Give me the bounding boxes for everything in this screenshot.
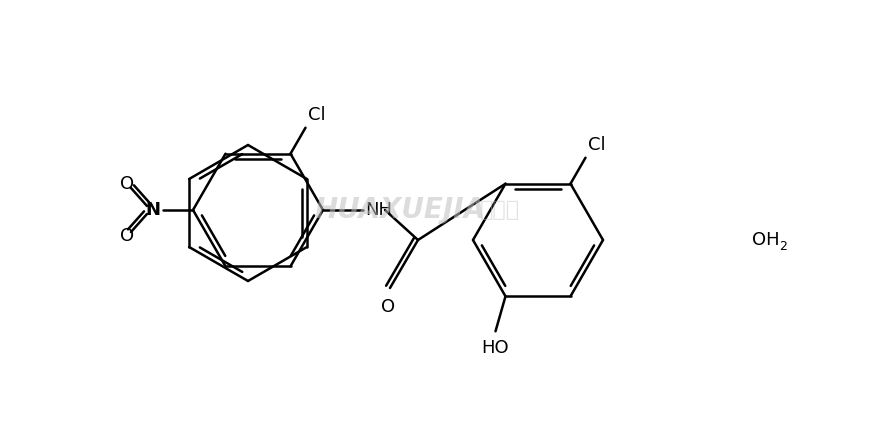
Text: N: N bbox=[146, 201, 160, 219]
Text: 2: 2 bbox=[779, 239, 787, 253]
Text: HUAXUEJIA: HUAXUEJIA bbox=[315, 196, 486, 224]
Text: Cl: Cl bbox=[588, 136, 605, 154]
Text: NH: NH bbox=[365, 201, 392, 219]
Text: HO: HO bbox=[481, 339, 509, 357]
Text: OH: OH bbox=[752, 231, 780, 249]
Text: O: O bbox=[120, 227, 134, 245]
Text: 化学加: 化学加 bbox=[480, 200, 520, 220]
Text: O: O bbox=[120, 175, 134, 193]
Text: Cl: Cl bbox=[308, 106, 325, 124]
Text: O: O bbox=[381, 298, 395, 316]
